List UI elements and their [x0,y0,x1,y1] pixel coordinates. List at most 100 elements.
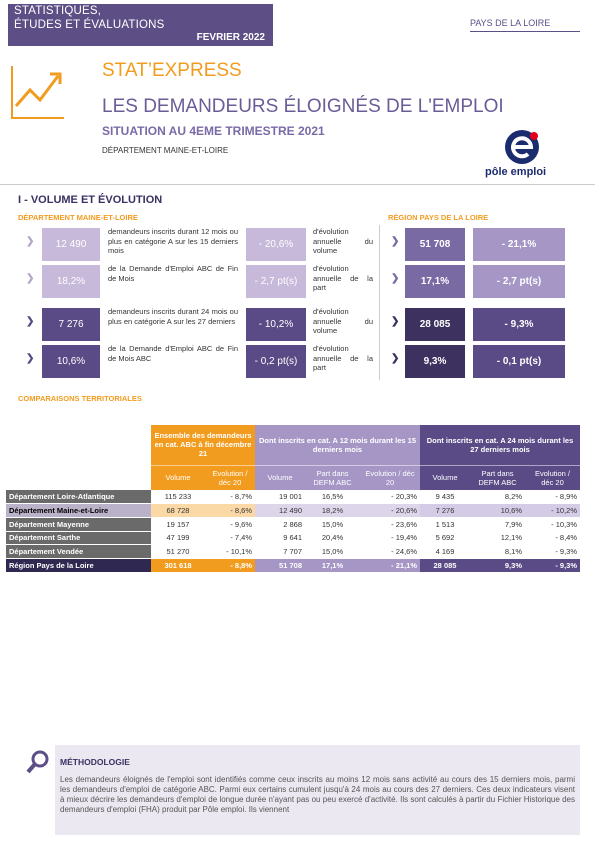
cell: - 24,6% [360,544,420,559]
cell: 7 707 [255,544,305,559]
section-title: I - VOLUME ET ÉVOLUTION [18,194,163,206]
brand-line: STATISTIQUES, [14,5,102,17]
region-change: - 9,3% [473,308,565,341]
search-icon [26,750,49,774]
column-header: Volume [151,464,205,490]
cell: - 10,3% [525,517,580,532]
cell: 15,0% [305,517,360,532]
kpi-change: - 0,2 pt(s) [246,345,306,378]
cell: 9,3% [470,558,525,573]
kpi-change-label: d'évolution annuelle du volume [313,227,373,255]
cell: 4 169 [420,544,470,559]
table-row: Département Maine-et-Loire 68 728- 8,6% 12… [6,503,580,518]
cell: 8,2% [470,490,525,505]
region-value: 9,3% [405,345,465,378]
cell: 28 085 [420,558,470,573]
cell: - 20,6% [360,503,420,518]
row-label: Département Loire-Atlantique [6,490,151,505]
cell: - 19,4% [360,531,420,546]
chevron: ❯ [26,273,35,284]
separator [379,225,380,380]
region: PAYS DE LA LOIRE [470,18,580,32]
kpi-change: - 10,2% [246,308,306,341]
chevron: ❯ [391,236,400,247]
group-header: Dont inscrits en cat. A 12 mois durant l… [255,425,420,465]
subtitle: SITUATION AU 4EME TRIMESTRE 2021 [102,124,325,138]
region-change: - 0,1 pt(s) [473,345,565,378]
brand-block: STATISTIQUES, ÉTUDES ET ÉVALUATIONS FEVR… [8,4,273,46]
cell: - 10,2% [525,503,580,518]
row-label: Département Vendée [6,544,151,559]
column-header: Volume [255,464,305,490]
cell: - 8,6% [205,503,255,518]
cell: 8,1% [470,544,525,559]
region-label: RÉGION PAYS DE LA LOIRE [388,213,489,222]
cell: - 8,9% [525,490,580,505]
cell: 51 270 [151,544,205,559]
column-header: Part dans DEFM ABC [470,464,525,490]
group-header-row: Ensemble des demandeurs en cat. ABC à fi… [6,425,580,465]
cell: - 8,7% [205,490,255,505]
cell: 2 868 [255,517,305,532]
cell: - 9,3% [525,544,580,559]
column-header: Evolution / déc 20 [205,464,255,490]
methodology-title: MÉTHODOLOGIE [60,757,130,767]
cell: - 21,1% [360,558,420,573]
chevron: ❯ [391,316,400,327]
kpi-change-label: d'évolution annuelle de la part [313,264,373,292]
kpi-change-label: d'évolution annuelle du volume [313,307,373,335]
brand-line: ÉTUDES ET ÉVALUATIONS [14,19,165,31]
group-header: Ensemble des demandeurs en cat. ABC à fi… [151,425,255,465]
cell: - 8,4% [525,531,580,546]
department: DÉPARTEMENT MAINE-ET-LOIRE [102,146,229,155]
methodology-text: Les demandeurs éloignés de l'emploi sont… [60,775,575,814]
cell: 20,4% [305,531,360,546]
cell: - 10,1% [205,544,255,559]
logo-icon [505,130,539,164]
kpi-value: 7 276 [42,308,100,341]
kpi-description: de la Demande d'Emploi ABC de Fin de Moi… [108,264,238,283]
table-row: Département Vendée 51 270- 10,1% 7 707 15,0… [6,544,580,559]
region-change: - 2,7 pt(s) [473,265,565,298]
kpi-change: - 2,7 pt(s) [246,265,306,298]
cell: 19 157 [151,517,205,532]
kpi-description: demandeurs inscrits durant 24 mois ou pl… [108,307,238,326]
title: LES DEMANDEURS ÉLOIGNÉS DE L'EMPLOI [102,96,504,117]
column-header-row: Volume Evolution / déc 20 Volume Part dans … [6,464,580,490]
row-label: Département Sarthe [6,531,151,546]
chevron: ❯ [26,353,35,364]
cell: - 23,6% [360,517,420,532]
chevron: ❯ [26,236,35,247]
kpi-change-label: d'évolution annuelle de la part [313,344,373,372]
chevron: ❯ [391,353,400,364]
cell: 68 728 [151,503,205,518]
cell: 7 276 [420,503,470,518]
column-header: Evolution / déc 20 [360,464,420,490]
cell: 17,1% [305,558,360,573]
cell: - 7,4% [205,531,255,546]
cell: 19 001 [255,490,305,505]
comparison-table: Ensemble des demandeurs en cat. ABC à fi… [6,425,580,573]
logo-text: pôle emploi [485,166,547,178]
date: FEVRIER 2022 [196,32,265,43]
kpi-description: demandeurs inscrits durant 12 mois ou pl… [108,227,238,255]
region-change: - 21,1% [473,228,565,261]
dept-label: DÉPARTEMENT MAINE-ET-LOIRE [18,213,138,222]
rule [0,184,595,185]
row-label: Région Pays de la Loire [6,558,151,573]
region-value: 17,1% [405,265,465,298]
table-row: Région Pays de la Loire 301 618- 8,8% 51 7… [6,558,580,573]
empty-header [6,425,151,465]
cell: 18,2% [305,503,360,518]
comparisons-title: COMPARAISONS TERRITORIALES [18,394,142,403]
cell: - 20,3% [360,490,420,505]
cell: 9 435 [420,490,470,505]
cell: 301 618 [151,558,205,573]
column-header: Part dans DEFM ABC [305,464,360,490]
kpi-value: 12 490 [42,228,100,261]
cell: 10,6% [470,503,525,518]
region-value: 51 708 [405,228,465,261]
series-name: STAT’EXPRESS [102,60,242,81]
cell: 16,5% [305,490,360,505]
